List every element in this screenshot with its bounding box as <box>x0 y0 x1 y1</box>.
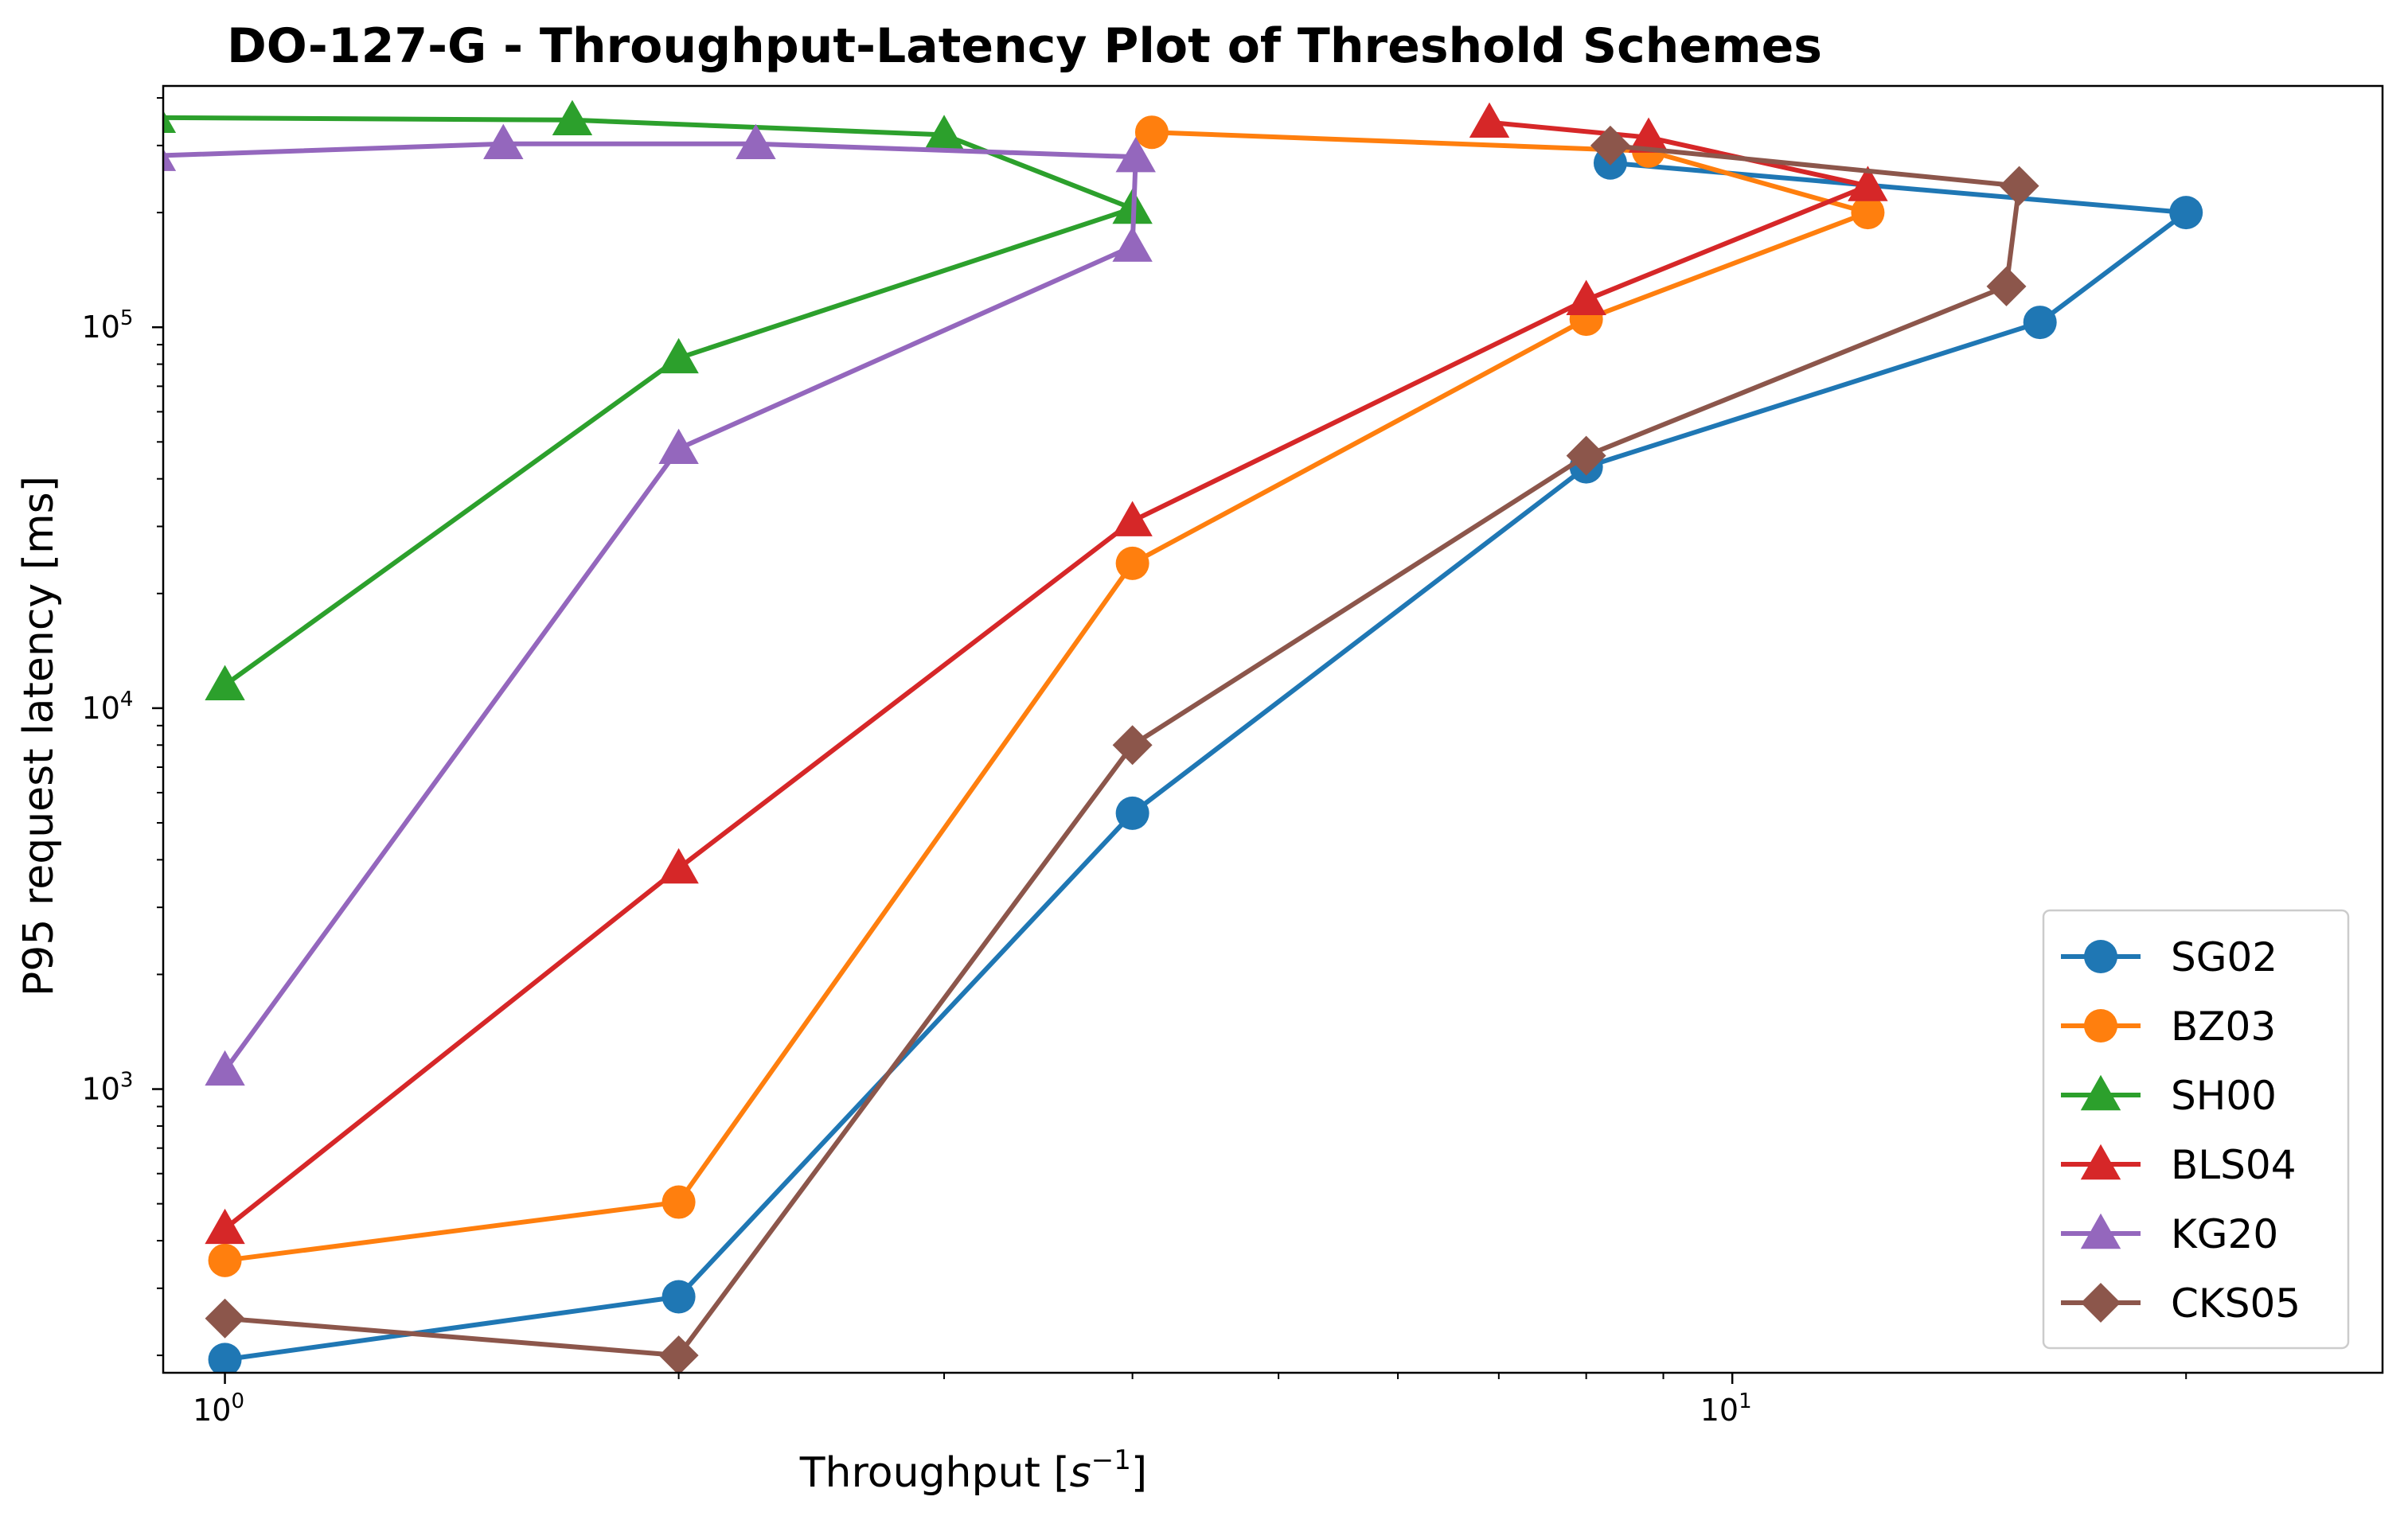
data-point-kg20 <box>205 1050 245 1086</box>
data-point-bz03 <box>1115 546 1149 580</box>
legend-label-bz03: BZ03 <box>2171 1004 2276 1050</box>
legend-label-sh00: SH00 <box>2171 1073 2277 1119</box>
series-line-sh00 <box>163 115 1135 688</box>
data-point-sg02 <box>208 1343 242 1373</box>
data-point-sh00 <box>552 99 593 135</box>
data-point-cks05 <box>205 1298 245 1339</box>
data-point-kg20 <box>483 123 524 159</box>
legend-box <box>2042 909 2350 1350</box>
data-point-sh00 <box>923 115 965 150</box>
data-point-bls04 <box>1628 117 1669 153</box>
data-point-bls04 <box>1112 501 1153 536</box>
plot-area: 100 101 103 104 105 <box>82 84 2384 1428</box>
series-line-bz03 <box>222 130 1871 1263</box>
x-axis-label: Throughput [s−1] <box>799 1444 1147 1497</box>
legend-label-kg20: KG20 <box>2171 1211 2278 1257</box>
data-point-sg02 <box>1115 796 1149 830</box>
series-line-sg02 <box>222 160 2189 1362</box>
data-point-cks05 <box>658 1335 699 1373</box>
data-point-kg20 <box>736 123 776 159</box>
x-tick-label: 100 <box>193 1389 244 1428</box>
data-point-sg02 <box>2169 196 2203 230</box>
data-point-bz03 <box>662 1185 696 1219</box>
axes-frame <box>162 84 2384 1374</box>
series-group <box>163 99 2203 1373</box>
data-point-kg20 <box>163 148 177 171</box>
data-point-sh00 <box>658 337 699 374</box>
y-axis-label: P95 request latency [ms] <box>15 476 63 996</box>
data-point-bz03 <box>1134 115 1169 150</box>
legend-marker-cks05 <box>2081 1283 2121 1323</box>
data-point-cks05 <box>1112 725 1153 766</box>
legend-marker-bz03 <box>2084 1009 2117 1043</box>
legend-marker-sg02 <box>2084 940 2117 973</box>
chart-title: DO-127-G - Throughput-Latency Plot of Th… <box>227 18 1822 74</box>
legend-label-bls04: BLS04 <box>2171 1142 2297 1188</box>
legend-label-cks05: CKS05 <box>2171 1280 2301 1327</box>
data-point-bls04 <box>1566 279 1606 316</box>
data-point-sh00 <box>205 665 245 701</box>
y-tick-label: 105 <box>82 306 134 345</box>
y-tick-label: 103 <box>82 1069 134 1107</box>
data-point-cks05 <box>1590 125 1630 166</box>
legend-marker-kg20 <box>2080 1213 2121 1249</box>
data-point-bls04 <box>658 848 699 884</box>
series-line-kg20 <box>163 141 1138 1073</box>
data-point-sh00 <box>163 110 177 134</box>
data-point-cks05 <box>1999 166 2039 206</box>
data-point-sg02 <box>662 1280 696 1314</box>
data-point-bls04 <box>205 1208 245 1245</box>
data-point-bls04 <box>1469 102 1510 138</box>
data-point-bz03 <box>208 1243 242 1277</box>
legend: SG02 BZ03 SH00 BLS04 KG20 CKS05 <box>2042 909 2350 1350</box>
x-tick-label: 101 <box>1700 1389 1752 1428</box>
legend-marker-sh00 <box>2080 1074 2121 1111</box>
data-point-kg20 <box>1115 136 1156 173</box>
y-tick-label: 104 <box>82 688 134 726</box>
data-point-cks05 <box>1566 435 1606 476</box>
data-point-kg20 <box>1112 226 1153 262</box>
legend-marker-bls04 <box>2080 1144 2121 1180</box>
data-point-cks05 <box>1986 266 2027 306</box>
legend-label-sg02: SG02 <box>2171 934 2277 980</box>
data-point-sg02 <box>2023 306 2057 340</box>
series-line-bls04 <box>222 119 1871 1231</box>
data-point-kg20 <box>658 428 699 464</box>
data-point-bls04 <box>1848 166 1888 201</box>
data-point-bz03 <box>1851 196 1885 230</box>
